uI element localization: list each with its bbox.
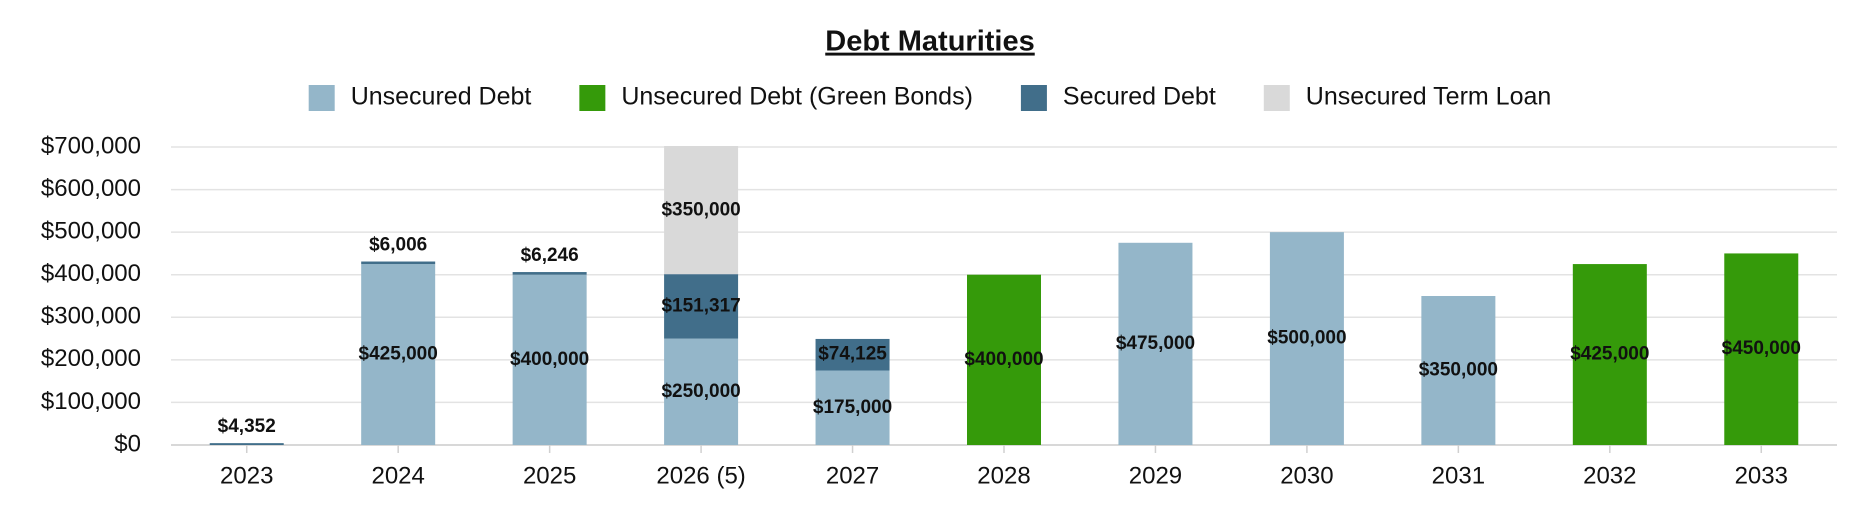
legend-label: Unsecured Term Loan (1306, 83, 1552, 111)
data-label: $350,000 (661, 200, 740, 221)
bar-segment (664, 146, 739, 275)
data-label: $151,317 (661, 295, 740, 316)
data-label: $250,000 (661, 381, 740, 402)
legend-label: Unsecured Debt (Green Bonds) (621, 83, 973, 111)
legend-swatch (1263, 85, 1290, 111)
legend-swatch (1020, 85, 1047, 111)
bar-segment (209, 443, 284, 445)
bar-segment (967, 274, 1041, 445)
data-label: $74,125 (818, 344, 887, 365)
bar-segment (1118, 242, 1193, 445)
x-tick-label: 2033 (1735, 462, 1788, 489)
bar-segment (815, 370, 890, 445)
data-label: $6,006 (369, 235, 427, 256)
x-tick-label: 2025 (523, 462, 576, 489)
x-tick-label: 2026 (5) (656, 462, 745, 489)
legend-swatch (579, 85, 606, 111)
legend-item: Unsecured Debt (Green Bonds) (579, 83, 973, 111)
y-tick-label: $700,000 (41, 132, 141, 159)
data-label: $450,000 (1722, 338, 1801, 359)
chart-title: Debt Maturities (825, 26, 1034, 58)
data-label: $400,000 (964, 349, 1043, 370)
x-tick-label: 2030 (1280, 462, 1333, 489)
legend-item: Unsecured Term Loan (1263, 83, 1552, 111)
bar-segment (512, 274, 587, 445)
bar-segment (1572, 264, 1647, 445)
y-tick-label: $200,000 (41, 345, 141, 372)
y-tick-label: $0 (114, 430, 141, 457)
x-tick-label: 2023 (220, 462, 273, 489)
data-label: $4,352 (218, 416, 276, 437)
x-tick-label: 2027 (826, 462, 879, 489)
x-tick-label: 2031 (1432, 462, 1485, 489)
data-label: $350,000 (1419, 360, 1498, 381)
x-tick-label: 2029 (1129, 462, 1182, 489)
bar-segment (1724, 253, 1799, 445)
x-tick-label: 2024 (371, 462, 424, 489)
legend-item: Unsecured Debt (308, 83, 532, 111)
data-label: $175,000 (813, 397, 892, 418)
bar-segment (361, 261, 436, 265)
legend-label: Unsecured Debt (351, 83, 532, 111)
data-label: $6,246 (521, 245, 579, 266)
legend-item: Secured Debt (1020, 83, 1216, 111)
legend-label: Secured Debt (1063, 83, 1216, 111)
bar-segment (512, 272, 587, 275)
bar-segment (1421, 296, 1496, 445)
y-tick-label: $300,000 (41, 303, 141, 330)
y-tick-label: $400,000 (41, 260, 141, 287)
legend: Unsecured Debt Unsecured Debt (Green Bond… (308, 83, 1552, 111)
data-label: $475,000 (1116, 333, 1195, 354)
y-tick-label: $600,000 (41, 175, 141, 202)
data-label: $400,000 (510, 349, 589, 370)
legend-swatch (308, 85, 335, 111)
bar-segment (664, 338, 739, 445)
x-tick-label: 2032 (1583, 462, 1636, 489)
bar-segment (815, 338, 890, 371)
bar-segment (361, 264, 436, 445)
x-tick-label: 2028 (977, 462, 1030, 489)
y-tick-label: $100,000 (41, 388, 141, 415)
data-label: $425,000 (1570, 344, 1649, 365)
data-label: $500,000 (1267, 328, 1346, 349)
data-label: $425,000 (359, 344, 438, 365)
bar-segment (664, 274, 739, 339)
bar-segment (1269, 232, 1344, 445)
y-tick-label: $500,000 (41, 217, 141, 244)
